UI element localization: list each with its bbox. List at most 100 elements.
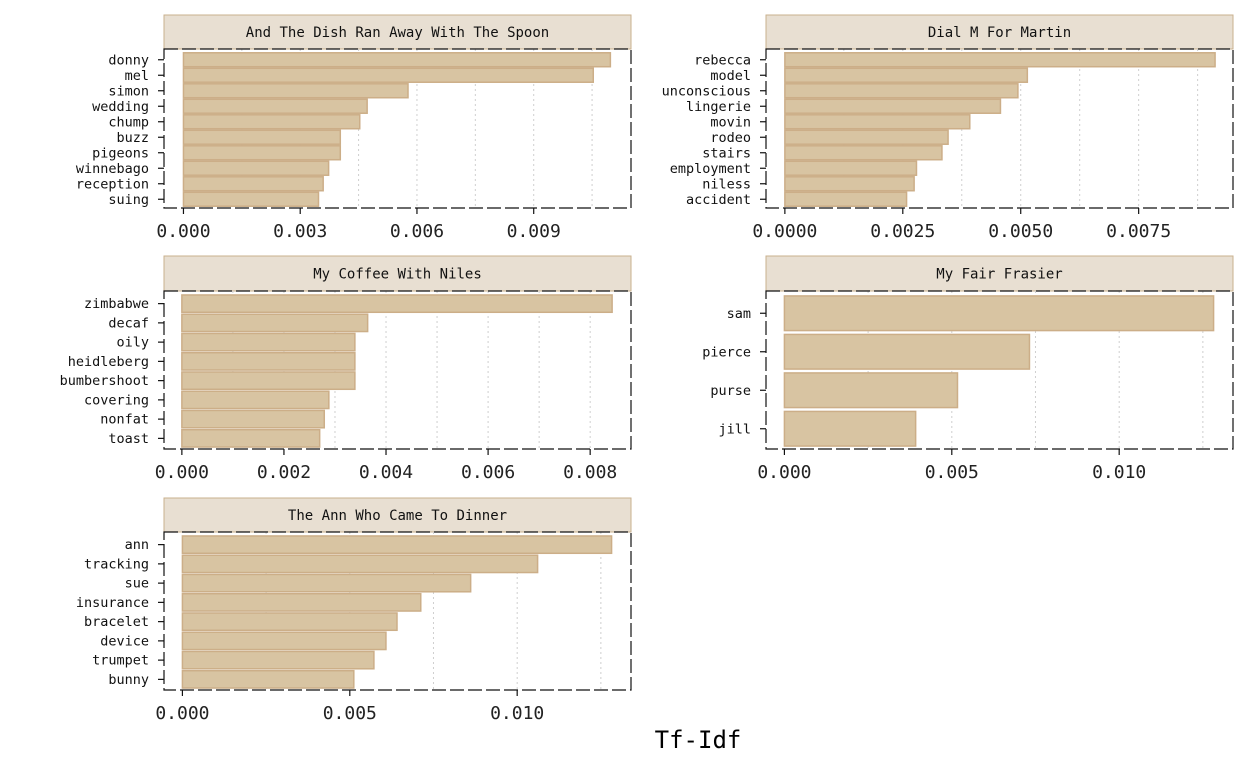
category-label: pierce [702, 344, 751, 360]
x-tick-label: 0.004 [359, 462, 413, 483]
bar [784, 176, 915, 192]
bar [182, 160, 330, 176]
x-axis-title: Tf-Idf [655, 726, 742, 754]
category-label: movin [710, 114, 751, 130]
category-label: rebecca [694, 52, 751, 68]
category-label: tracking [84, 556, 149, 572]
facet-panel: The Ann Who Came To Dinner ann tracking sue… [76, 497, 632, 724]
facet-panel: Dial M For Martin rebeccamodelunconscious… [662, 14, 1234, 242]
bar [783, 372, 959, 409]
bar [181, 631, 387, 651]
panel-border [163, 290, 632, 450]
category-label: heidleberg [68, 354, 149, 370]
panel-border [163, 48, 632, 209]
x-tick-label: 0.000 [757, 462, 811, 483]
bar [181, 573, 472, 593]
bar [181, 332, 356, 352]
bar [182, 176, 324, 192]
category-label: oily [116, 335, 149, 351]
bar [182, 67, 595, 83]
x-tick-label: 0.003 [273, 221, 327, 242]
x-tick-label: 0.006 [390, 221, 444, 242]
x-tick-label: 0.008 [563, 462, 617, 483]
facet-title: And The Dish Ran Away With The Spoon [246, 25, 549, 41]
category-label: bracelet [84, 614, 149, 630]
bar [181, 390, 330, 410]
category-label: decaf [108, 315, 149, 331]
x-tick-label: 0.0075 [1106, 221, 1171, 242]
bar [181, 313, 369, 333]
facet-title: The Ann Who Came To Dinner [288, 508, 507, 524]
facet-strip [765, 255, 1234, 292]
category-label: sue [125, 576, 149, 592]
facet-strip [163, 497, 632, 533]
bar [181, 592, 422, 612]
bar [181, 650, 375, 670]
x-tick-label: 0.002 [257, 462, 311, 483]
panel-border [163, 531, 632, 691]
x-tick-label: 0.006 [461, 462, 515, 483]
bar [783, 333, 1031, 370]
facet-strip [765, 14, 1234, 50]
category-label: covering [84, 392, 149, 408]
x-tick-label: 0.010 [1092, 462, 1146, 483]
bar [783, 410, 917, 447]
x-tick-label: 0.005 [323, 703, 377, 724]
category-label: niless [702, 176, 751, 192]
x-tick-label: 0.0025 [870, 221, 935, 242]
bar [181, 535, 613, 555]
facet-panel: My Fair Frasier sam pierce purse jill 0.000 0.… [702, 255, 1234, 483]
bar [181, 409, 326, 429]
category-label: device [100, 633, 149, 649]
bar [784, 67, 1029, 83]
x-tick-label: 0.000 [156, 221, 210, 242]
category-label: nonfat [100, 412, 149, 428]
category-label: winnebago [76, 161, 149, 177]
x-tick-label: 0.005 [925, 462, 979, 483]
facet-title: My Coffee With Niles [313, 267, 482, 283]
bar [181, 669, 355, 689]
x-tick-label: 0.009 [507, 221, 561, 242]
category-label: rodeo [710, 130, 751, 146]
category-label: accident [686, 192, 751, 208]
facet-title: Dial M For Martin [928, 25, 1071, 41]
bar [182, 191, 320, 207]
x-tick-label: 0.0000 [752, 221, 817, 242]
x-tick-label: 0.000 [155, 462, 209, 483]
category-label: sam [727, 306, 751, 322]
category-label: mel [125, 68, 149, 84]
category-label: simon [108, 83, 149, 99]
category-label: toast [108, 431, 149, 447]
category-label: lingerie [686, 99, 751, 115]
category-label: pigeons [92, 145, 149, 161]
bar [182, 129, 342, 145]
bar [181, 294, 613, 314]
bar [784, 191, 908, 207]
x-tick-label: 0.0050 [988, 221, 1053, 242]
bar [182, 145, 342, 161]
facet-strip [163, 14, 632, 50]
category-label: buzz [116, 130, 149, 146]
category-label: jill [718, 421, 751, 437]
bar [182, 83, 409, 99]
category-label: bunny [108, 672, 149, 688]
category-label: reception [76, 176, 149, 192]
bar [181, 554, 539, 574]
bar [784, 160, 918, 176]
panel-border [765, 290, 1234, 450]
facet-title: My Fair Frasier [936, 267, 1062, 283]
bar [784, 52, 1216, 68]
panel-border [765, 48, 1234, 209]
bar [784, 145, 943, 161]
bar [784, 83, 1019, 99]
category-label: employment [670, 161, 751, 177]
bar [784, 114, 971, 130]
category-label: stairs [702, 145, 751, 161]
bar [182, 98, 368, 114]
bar [181, 351, 356, 371]
category-label: zimbabwe [84, 296, 149, 312]
bar [181, 428, 321, 448]
category-label: unconscious [662, 83, 751, 99]
bar [783, 295, 1215, 332]
